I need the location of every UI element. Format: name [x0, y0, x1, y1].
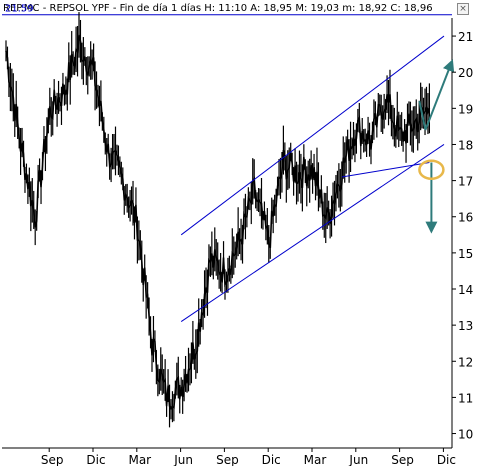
y-tick-label: 21 — [458, 30, 473, 44]
x-tick-label: Jun — [348, 453, 368, 466]
y-tick-label: 13 — [458, 319, 473, 333]
annotations — [418, 59, 455, 234]
y-axis: 10 11 12 13 14 15 16 17 18 19 20 21 — [452, 30, 473, 442]
x-tick-label: Mar — [128, 453, 151, 466]
x-tick-label: Mar — [304, 453, 327, 466]
y-tick-label: 12 — [458, 355, 473, 369]
x-tick-label: Dic — [437, 453, 456, 466]
x-tick-label: Dic — [86, 453, 105, 466]
level-label: 21.59 — [5, 4, 34, 15]
y-tick-label: 14 — [458, 283, 473, 297]
close-icon[interactable]: × — [457, 3, 469, 15]
price-line — [5, 34, 431, 411]
x-tick-label: Dic — [262, 453, 281, 466]
y-tick-label: 19 — [458, 102, 473, 116]
trend-line-soporte-corto — [341, 162, 430, 178]
plot-frame: 21.59 — [2, 4, 453, 449]
y-tick-label: 10 — [458, 428, 473, 442]
arrow-up-tail — [418, 100, 427, 131]
x-axis: Sep Dic Mar Jun Sep Dic Mar Jun Sep Dic — [41, 448, 456, 466]
price-series — [5, 12, 431, 428]
y-tick-label: 15 — [458, 247, 473, 261]
trend-line-canal-inferior — [180, 144, 445, 322]
arrow-up-annotation — [424, 59, 455, 131]
y-tick-label: 16 — [458, 211, 473, 225]
y-tick-label: 17 — [458, 175, 473, 189]
chart-header-title: REP.MC - REPSOL YPF - Fin de día 1 días … — [3, 3, 433, 14]
y-tick-label: 20 — [458, 66, 473, 80]
x-tick-label: Jun — [173, 453, 193, 466]
x-tick-label: Sep — [391, 453, 414, 466]
x-tick-label: Sep — [216, 453, 239, 466]
y-tick-label: 11 — [458, 391, 473, 405]
trend-line-canal-superior — [180, 35, 445, 236]
y-tick-label: 18 — [458, 138, 473, 152]
highlight-ellipse — [418, 159, 445, 181]
trend-lines — [180, 35, 445, 322]
x-tick-label: Sep — [41, 453, 64, 466]
